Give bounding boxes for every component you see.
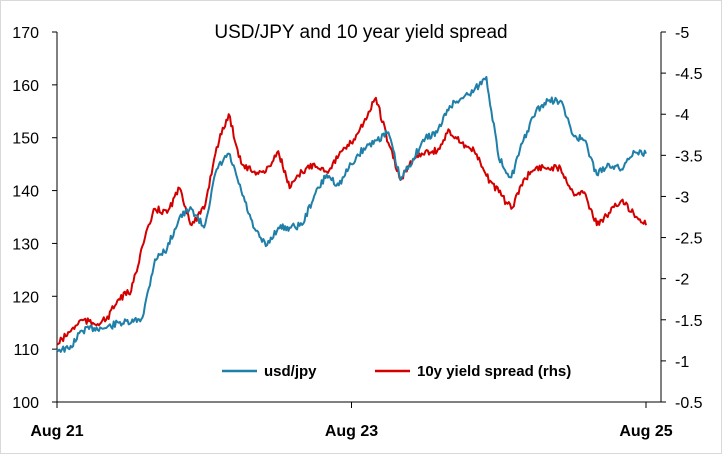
right-tick-label: -0.5 — [675, 395, 703, 412]
left-tick-label: 100 — [12, 395, 39, 412]
x-tick-label: Aug 25 — [619, 423, 672, 440]
left-tick-label: 130 — [12, 236, 39, 253]
right-tick-label: -5 — [675, 25, 689, 42]
right-tick-label: -3 — [675, 189, 689, 206]
left-y-axis: 100 110 120 130 140 150 160 170 — [12, 25, 58, 412]
series-layer — [56, 75, 647, 353]
left-tick-label: 140 — [12, 184, 39, 201]
right-tick-label: -2 — [675, 272, 689, 289]
x-axis: Aug 21 Aug 23 Aug 25 — [30, 401, 673, 440]
chart-title: USD/JPY and 10 year yield spread — [214, 22, 507, 43]
left-tick-label: 110 — [13, 342, 39, 359]
right-tick-label: -3.5 — [675, 148, 703, 165]
yield-spread-line — [56, 96, 647, 346]
x-tick-label: Aug 23 — [325, 423, 378, 440]
left-tick-label: 150 — [12, 131, 39, 148]
right-tick-label: -1 — [675, 354, 689, 371]
legend-label-yield-spread: 10y yield spread (rhs) — [417, 363, 571, 380]
right-tick-label: -2.5 — [675, 231, 703, 248]
legend-label-usdjpy: usd/jpy — [264, 363, 317, 380]
left-tick-label: 120 — [12, 289, 39, 306]
right-y-axis: -0.5 -1 -1.5 -2 -2.5 -3 -3.5 -4 -4.5 -5 — [660, 25, 703, 412]
left-tick-label: 160 — [12, 78, 39, 95]
left-tick-label: 170 — [12, 25, 39, 42]
right-tick-label: -4 — [675, 107, 689, 124]
right-tick-label: -4.5 — [675, 66, 703, 83]
legend: usd/jpy 10y yield spread (rhs) — [222, 363, 571, 380]
usdjpy-line — [56, 75, 647, 353]
right-tick-label: -1.5 — [675, 313, 703, 330]
x-tick-label: Aug 21 — [30, 423, 83, 440]
